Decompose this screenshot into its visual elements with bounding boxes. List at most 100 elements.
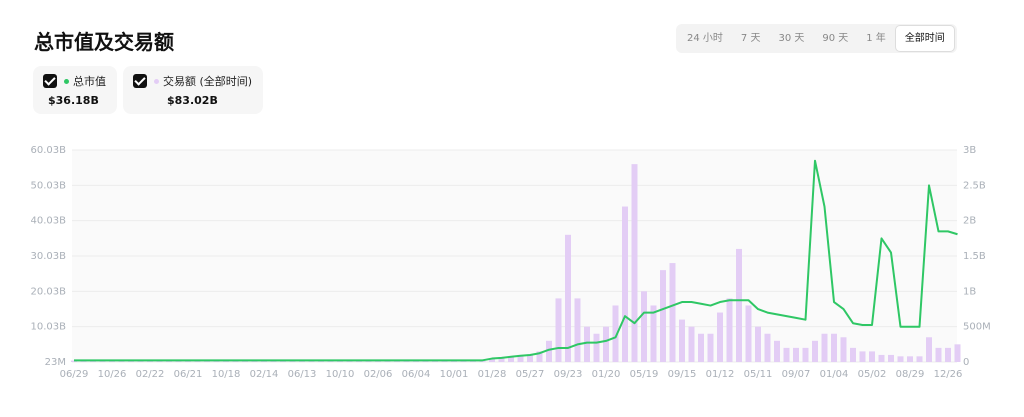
volume-bar bbox=[850, 347, 856, 362]
volume-bar bbox=[954, 344, 961, 362]
y2-tick-label: 0 bbox=[963, 357, 969, 368]
x-tick-label: 01/12 bbox=[706, 369, 735, 380]
volume-bar bbox=[802, 347, 809, 362]
y2-tick-label: 2.5B bbox=[963, 180, 986, 191]
volume-bar bbox=[546, 340, 552, 362]
volume-bar bbox=[812, 340, 818, 362]
volume-bar bbox=[926, 337, 932, 362]
market-cap-line bbox=[74, 159, 958, 362]
volume-bar bbox=[593, 333, 600, 362]
volume-bar bbox=[888, 354, 894, 362]
x-tick-label: 09/15 bbox=[668, 369, 697, 380]
volume-bar bbox=[897, 356, 904, 362]
volume-bar bbox=[764, 333, 771, 362]
legend-item[interactable]: 总市值 $36.18B bbox=[33, 66, 117, 114]
y2-tick-label: 3B bbox=[963, 145, 976, 156]
volume-bar bbox=[869, 351, 875, 362]
volume-bar bbox=[821, 333, 828, 362]
volume-bar bbox=[935, 347, 942, 362]
volume-bar bbox=[707, 333, 714, 362]
volume-bar bbox=[498, 357, 505, 362]
range-button[interactable]: 90 天 bbox=[822, 33, 849, 44]
volume-bar bbox=[736, 248, 742, 362]
legend-label: 总市值 bbox=[73, 75, 106, 88]
x-tick-label: 09/07 bbox=[782, 369, 811, 380]
x-tick-label: 01/04 bbox=[820, 369, 849, 380]
volume-bar bbox=[650, 305, 657, 362]
volume-bar bbox=[669, 263, 676, 362]
volume-bar bbox=[859, 351, 866, 362]
volume-bar bbox=[717, 312, 723, 362]
volume-bar bbox=[793, 347, 799, 362]
volume-bar bbox=[631, 164, 638, 362]
y-tick-label: 40.03B bbox=[31, 216, 67, 227]
x-tick-label: 06/29 bbox=[60, 369, 89, 380]
volume-bar bbox=[565, 234, 571, 362]
x-tick-label: 02/22 bbox=[136, 369, 165, 380]
y2-tick-label: 500M bbox=[963, 322, 991, 333]
volume-bar bbox=[508, 356, 514, 362]
y-tick-label: 23M bbox=[45, 357, 66, 368]
x-tick-label: 10/18 bbox=[212, 369, 241, 380]
volume-bar bbox=[527, 354, 533, 362]
range-button[interactable]: 7 天 bbox=[740, 33, 761, 44]
range-button[interactable]: 1 年 bbox=[866, 33, 886, 44]
legend-dot bbox=[154, 79, 159, 84]
volume-bar bbox=[679, 319, 685, 362]
y-tick-label: 20.03B bbox=[31, 286, 67, 297]
volume-bar bbox=[916, 356, 923, 362]
range-button[interactable]: 24 小时 bbox=[687, 33, 723, 44]
legend-dot bbox=[64, 79, 69, 84]
x-tick-label: 01/20 bbox=[592, 369, 621, 380]
volume-bar bbox=[603, 326, 609, 362]
volume-bar bbox=[612, 305, 619, 362]
x-tick-label: 06/13 bbox=[288, 369, 317, 380]
volume-bar bbox=[517, 354, 524, 362]
range-button[interactable]: 全部时间 bbox=[894, 25, 955, 52]
volume-bar bbox=[831, 333, 837, 362]
volume-bar bbox=[536, 351, 543, 362]
y2-tick-label: 2B bbox=[963, 216, 976, 227]
checkbox[interactable] bbox=[43, 74, 57, 88]
x-tick-label: 05/02 bbox=[858, 369, 887, 380]
volume-bar bbox=[489, 358, 495, 362]
x-tick-label: 09/23 bbox=[554, 369, 583, 380]
x-tick-label: 06/21 bbox=[174, 369, 203, 380]
x-tick-label: 06/04 bbox=[402, 369, 431, 380]
y2-tick-label: 1.5B bbox=[963, 251, 986, 262]
x-tick-label: 10/26 bbox=[98, 369, 127, 380]
volume-bar bbox=[840, 337, 847, 362]
range-selector: 24 小时 7 天 30 天 90 天 1 年全部时间 bbox=[676, 24, 957, 53]
x-tick-label: 10/01 bbox=[440, 369, 469, 380]
y-tick-label: 30.03B bbox=[31, 251, 67, 262]
legend-value: $83.02B bbox=[167, 94, 218, 107]
x-tick-label: 02/14 bbox=[250, 369, 279, 380]
x-tick-label: 05/19 bbox=[630, 369, 659, 380]
checkbox[interactable] bbox=[133, 74, 147, 88]
y-tick-label: 60.03B bbox=[31, 145, 67, 156]
volume-bar bbox=[783, 347, 790, 362]
range-button[interactable]: 30 天 bbox=[778, 33, 805, 44]
legend-item[interactable]: 交易额 (全部时间) $83.02B bbox=[123, 66, 263, 114]
x-tick-label: 12/26 bbox=[934, 369, 963, 380]
volume-bar bbox=[945, 347, 951, 362]
volume-bar bbox=[907, 356, 913, 362]
volume-bar bbox=[641, 291, 647, 362]
volume-bar bbox=[726, 298, 733, 362]
x-tick-label: 05/27 bbox=[516, 369, 545, 380]
x-tick-label: 05/11 bbox=[744, 369, 773, 380]
y2-tick-label: 1B bbox=[963, 286, 976, 297]
legend-value: $36.18B bbox=[48, 94, 99, 107]
x-tick-label: 08/29 bbox=[896, 369, 925, 380]
x-tick-label: 10/10 bbox=[326, 369, 355, 380]
y-tick-label: 50.03B bbox=[31, 180, 67, 191]
volume-bar bbox=[774, 340, 780, 362]
x-tick-label: 01/28 bbox=[478, 369, 507, 380]
title: 总市值及交易额 bbox=[34, 30, 174, 54]
volume-bar bbox=[660, 270, 666, 362]
volume-bar bbox=[688, 326, 695, 362]
legend-label: 交易额 (全部时间) bbox=[163, 75, 253, 88]
volume-bar bbox=[745, 305, 752, 362]
